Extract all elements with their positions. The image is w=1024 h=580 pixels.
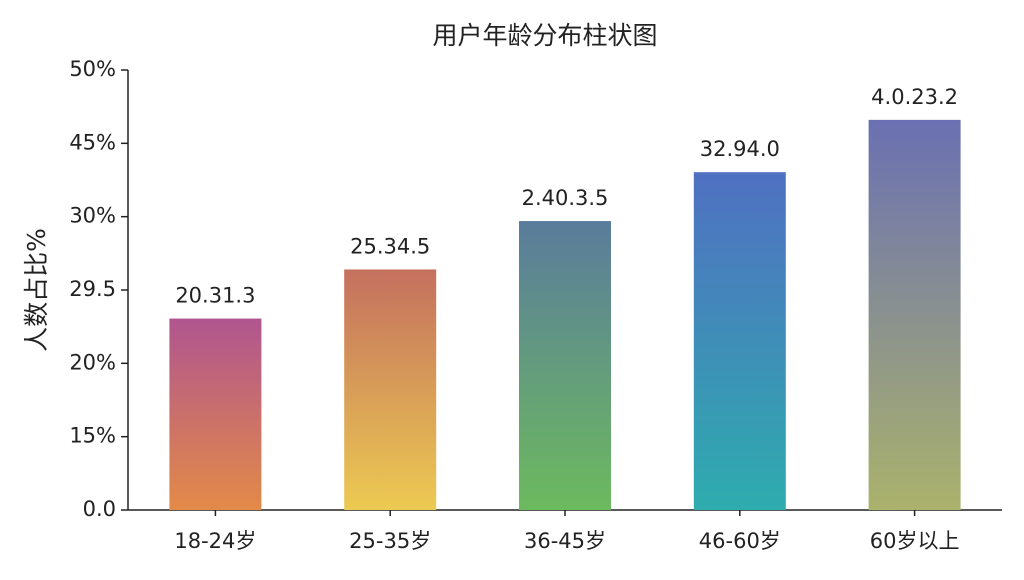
bar — [169, 318, 262, 510]
data-label: 20.31.3 — [175, 284, 255, 308]
data-label: 2.40.3.5 — [522, 186, 609, 210]
x-tick-label: 18-24岁 — [174, 529, 256, 553]
bar — [693, 172, 786, 510]
data-label: 32.94.0 — [700, 137, 780, 161]
y-tick-label: 50% — [69, 57, 116, 81]
y-tick-label: 15% — [69, 424, 116, 448]
bar — [344, 269, 437, 510]
y-tick-label: 20% — [69, 350, 116, 374]
y-tick-label: 30% — [69, 204, 116, 228]
x-tick-label: 25-35岁 — [349, 529, 431, 553]
x-tick-label: 60岁以上 — [870, 529, 960, 553]
data-label: 25.34.5 — [350, 234, 430, 258]
y-tick-label: 29.5 — [69, 277, 116, 301]
chart-title: 用户年龄分布柱状图 — [432, 21, 657, 50]
bar — [519, 221, 611, 511]
y-tick-label: 45% — [69, 130, 116, 154]
data-label: 4.0.23.2 — [871, 85, 958, 109]
bar — [868, 119, 961, 510]
x-tick-label: 46-60岁 — [699, 529, 781, 553]
y-tick-label: 0.0 — [83, 497, 116, 521]
y-axis-label: 人数占比% — [22, 228, 51, 352]
x-tick-label: 36-45岁 — [524, 529, 606, 553]
